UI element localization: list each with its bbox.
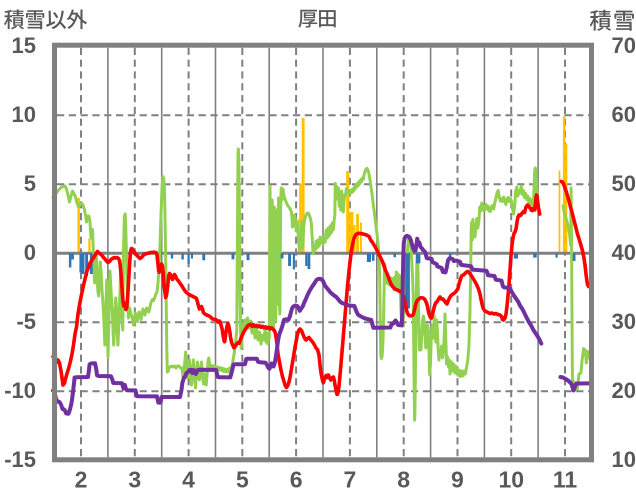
svg-text:11: 11 [553,466,578,492]
svg-text:40: 40 [612,240,636,265]
svg-text:30: 30 [612,309,636,334]
svg-text:60: 60 [612,102,636,127]
svg-text:-15: -15 [4,447,36,472]
svg-text:4: 4 [182,466,195,492]
svg-text:10: 10 [498,466,524,492]
svg-text:10: 10 [612,447,636,472]
svg-text:70: 70 [612,33,636,58]
svg-text:50: 50 [612,171,636,196]
svg-text:-5: -5 [16,309,36,334]
svg-text:20: 20 [612,378,636,403]
svg-text:10: 10 [12,102,36,127]
svg-text:6: 6 [290,466,303,492]
svg-text:8: 8 [397,466,410,492]
svg-text:9: 9 [451,466,464,492]
svg-text:0: 0 [24,240,36,265]
svg-text:7: 7 [344,466,357,492]
svg-text:15: 15 [12,33,36,58]
svg-text:5: 5 [24,171,36,196]
svg-text:3: 3 [128,466,141,492]
svg-text:5: 5 [236,466,249,492]
svg-text:2: 2 [75,466,88,492]
svg-text:-10: -10 [4,378,36,403]
